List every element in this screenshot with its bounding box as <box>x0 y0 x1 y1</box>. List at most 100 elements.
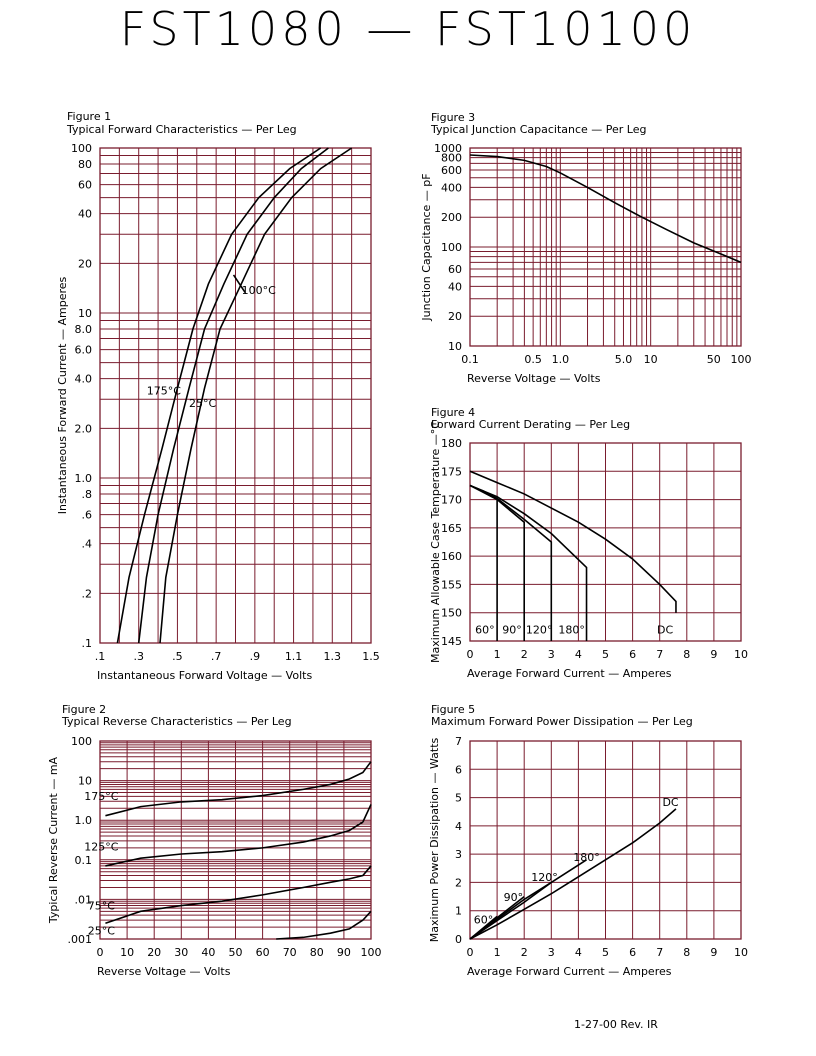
fig1-series-1-line <box>137 147 329 644</box>
fig4-y-axis-label: Maximum Allowable Case Temperature —°C <box>429 421 442 663</box>
x-tick-label: 100 <box>361 946 382 959</box>
fig4-series-annotation: 90° <box>502 624 522 637</box>
y-tick-label: 1 <box>455 905 462 918</box>
fig2-series-annotation: 25°C <box>88 924 115 937</box>
y-tick-label: 1.0 <box>75 814 93 827</box>
fig5-series-annotation: 180° <box>573 851 600 864</box>
fig5-series-3-line <box>469 859 587 940</box>
x-tick-label: 60 <box>256 946 270 959</box>
y-tick-label: 145 <box>441 635 462 648</box>
fig4-series-annotation: DC <box>657 624 673 637</box>
fig2-y-axis-label: Typical Reverse Current — mA <box>47 756 60 924</box>
y-tick-label: 80 <box>78 158 92 171</box>
fig5-series-annotation: 60° <box>474 913 494 926</box>
y-tick-label: 200 <box>441 211 462 224</box>
fig2-plot: 0 10 20 30 40 50 60 70 80 90 100 .001 .01 0.1 1.0 10 100… <box>47 735 382 978</box>
fig1-x-axis-label: Instantaneous Forward Voltage — Volts <box>97 669 312 682</box>
y-tick-label: 2.0 <box>75 422 93 435</box>
x-tick-label: 5.0 <box>615 353 633 366</box>
fig4-series-3-line <box>469 484 588 641</box>
x-tick-label: 5 <box>602 648 609 661</box>
y-tick-label: 165 <box>441 522 462 535</box>
fig2-x-axis-label: Reverse Voltage — Volts <box>97 965 231 978</box>
y-tick-label: 10 <box>448 340 462 353</box>
x-tick-label: 2 <box>521 946 528 959</box>
fig2-series-annotation: 75°C <box>88 900 115 913</box>
y-tick-label: 1.0 <box>75 472 93 485</box>
x-tick-label: .5 <box>172 650 183 663</box>
y-tick-label: 20 <box>78 257 92 270</box>
x-tick-label: 0 <box>467 648 474 661</box>
x-tick-label: .1 <box>95 650 106 663</box>
fig5-x-axis-label: Average Forward Current — Amperes <box>467 965 672 978</box>
x-tick-label: 70 <box>283 946 297 959</box>
fig5-series-annotation: 90° <box>504 891 524 904</box>
fig1-gridlines <box>99 147 372 644</box>
x-tick-label: 1.0 <box>552 353 570 366</box>
y-tick-label: 600 <box>441 164 462 177</box>
fig1-frame <box>99 147 372 644</box>
figure-1-label: Figure 1 <box>67 110 112 123</box>
x-tick-label: 90 <box>337 946 351 959</box>
figure-5-title: Maximum Forward Power Dissipation — Per … <box>431 715 693 728</box>
x-tick-label: 1.5 <box>362 650 380 663</box>
fig2-series-0-line <box>105 761 372 817</box>
x-tick-label: 30 <box>174 946 188 959</box>
fig4-series-annotation: 180° <box>558 624 585 637</box>
y-tick-label: 2 <box>455 876 462 889</box>
x-tick-label: 0 <box>97 946 104 959</box>
x-tick-label: 6 <box>629 648 636 661</box>
x-tick-label: 6 <box>629 946 636 959</box>
page-title: FST1080 — FST10100 <box>119 2 697 56</box>
y-tick-label: .4 <box>82 538 93 551</box>
x-tick-label: 10 <box>644 353 658 366</box>
fig4-series-annotation: 120° <box>526 624 553 637</box>
figure-1-title: Typical Forward Characteristics — Per Le… <box>67 123 297 136</box>
y-tick-label: 20 <box>448 310 462 323</box>
y-tick-label: 10 <box>78 775 92 788</box>
x-tick-label: .7 <box>211 650 222 663</box>
y-tick-label: 40 <box>448 280 462 293</box>
fig1-plot: .1 .3 .5 .7 .9 1.1 1.3 1.5 .1 .2 .4 .6 .8 1.0 2.0 4.0 6.… <box>56 142 380 682</box>
fig1-series-2-line <box>159 147 353 644</box>
x-tick-label: 40 <box>201 946 215 959</box>
y-tick-label: 100 <box>441 241 462 254</box>
x-tick-label: 4 <box>575 946 582 959</box>
fig5-series-4-line <box>469 808 677 940</box>
fig2-series-1-line <box>105 804 372 867</box>
y-tick-label: 400 <box>441 181 462 194</box>
fig4-gridlines <box>469 442 742 642</box>
x-tick-label: 1.3 <box>324 650 342 663</box>
fig4-series-annotation: 60° <box>475 624 495 637</box>
figure-3-label: Figure 3 <box>431 111 476 124</box>
y-tick-label: 6.0 <box>75 344 93 357</box>
y-tick-label: .2 <box>82 587 93 600</box>
y-tick-label: 170 <box>441 494 462 507</box>
x-tick-label: 7 <box>656 946 663 959</box>
x-tick-label: 20 <box>147 946 161 959</box>
y-tick-label: .6 <box>82 509 93 522</box>
y-tick-label: 4 <box>455 820 462 833</box>
fig2-series-annotation: 175°C <box>84 790 118 803</box>
x-tick-label: 0.5 <box>524 353 542 366</box>
figure-4-title: Forward Current Derating — Per Leg <box>431 418 631 431</box>
x-tick-label: 1 <box>494 648 501 661</box>
fig3-plot: 0.1 0.5 1.0 5.0 10 50 100 10 20 40 60 100 200 400 6008… <box>420 142 752 385</box>
x-tick-label: 50 <box>707 353 721 366</box>
x-tick-label: 3 <box>548 946 555 959</box>
y-tick-label: 0 <box>455 933 462 946</box>
revision-footer: 1-27-00 Rev. IR <box>574 1018 658 1031</box>
fig5-series-annotation: 120° <box>531 871 558 884</box>
figure-4-label: Figure 4 <box>431 406 476 419</box>
fig1-series-annotation: 100°C <box>242 284 276 297</box>
y-tick-label: .1 <box>82 637 93 650</box>
y-tick-label: 150 <box>441 607 462 620</box>
fig1-series-annotation: 175°C <box>147 385 181 398</box>
x-tick-label: 2 <box>521 648 528 661</box>
y-tick-label: 60 <box>448 263 462 276</box>
x-tick-label: 0 <box>467 946 474 959</box>
x-tick-label: 100 <box>731 353 752 366</box>
y-tick-label: 3 <box>455 848 462 861</box>
fig4-x-axis-label: Average Forward Current — Amperes <box>467 667 672 680</box>
